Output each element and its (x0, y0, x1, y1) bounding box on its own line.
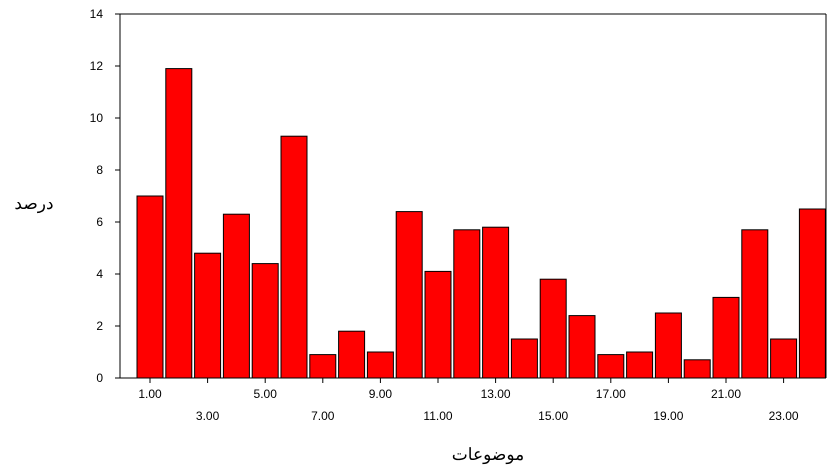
bar-8.00 (338, 330, 366, 379)
y-tick-label: 10 (90, 111, 104, 125)
x-tick-label: 1.00 (138, 387, 162, 401)
bar-14.00 (510, 338, 538, 379)
x-tick-label: 5.00 (254, 387, 278, 401)
x-axis-ticks: 1.00 5.00 9.00 13.00 17.00 21.00 3.00 7.00 11.00… (138, 378, 799, 423)
bar-4.00 (222, 213, 250, 379)
bar-21.00 (712, 296, 740, 379)
x-tick-label: 7.00 (311, 409, 335, 423)
y-tick-label: 4 (96, 267, 103, 281)
x-axis-title: موضوعات (452, 445, 524, 465)
x-tick-label: 23.00 (769, 409, 799, 423)
bar-9.00 (366, 351, 394, 379)
bar-3.00 (194, 252, 222, 379)
y-axis-title: درصد (14, 194, 53, 214)
bar-13.00 (482, 226, 510, 379)
y-tick-label: 0 (96, 371, 103, 385)
bar-12.00 (453, 229, 481, 379)
bar-19.00 (654, 312, 682, 379)
bar-11.00 (424, 270, 452, 379)
bar-2.00 (165, 68, 193, 379)
x-tick-label: 9.00 (369, 387, 393, 401)
bar-6.00 (280, 135, 308, 379)
y-tick-label: 8 (96, 163, 103, 177)
bar-5.00 (251, 263, 279, 379)
bar-7.00 (309, 354, 337, 379)
bar-23.00 (770, 338, 798, 379)
bar-22.00 (741, 229, 769, 379)
x-tick-label: 15.00 (538, 409, 568, 423)
bar-24.00 (798, 208, 826, 379)
y-tick-label: 14 (90, 7, 104, 21)
x-tick-label: 19.00 (653, 409, 683, 423)
x-tick-label: 11.00 (423, 409, 452, 423)
x-tick-label: 17.00 (596, 387, 626, 401)
x-tick-label: 13.00 (481, 387, 511, 401)
bars-group (136, 68, 826, 379)
y-tick-label: 6 (96, 215, 103, 229)
bar-17.00 (597, 354, 625, 379)
bar-16.00 (568, 315, 596, 379)
bar-20.00 (683, 359, 711, 379)
y-tick-label: 12 (90, 59, 104, 73)
x-tick-label: 3.00 (196, 409, 220, 423)
x-tick-label: 21.00 (711, 387, 741, 401)
y-axis-ticks: 0 2 4 6 8 10 12 14 (90, 7, 120, 385)
bar-15.00 (539, 278, 567, 379)
y-tick-label: 2 (96, 319, 103, 333)
bar-18.00 (626, 351, 654, 379)
bar-10.00 (395, 211, 423, 379)
bar-1.00 (136, 195, 164, 379)
